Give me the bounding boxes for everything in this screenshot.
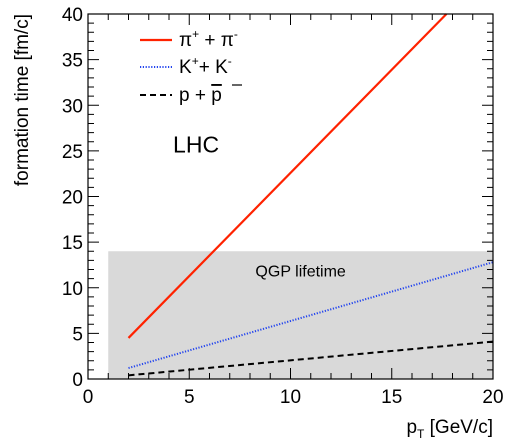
y-tick-label: 30 — [62, 96, 83, 117]
legend-label-0: π+ + π- — [179, 27, 238, 51]
x-tick-label: 5 — [184, 387, 195, 408]
legend-label-2: p + p — [179, 85, 222, 106]
qgp-band-layer — [108, 251, 493, 379]
x-tick-label: 15 — [381, 387, 402, 408]
y-tick-label: 25 — [62, 142, 83, 163]
series-line-0 — [127, 13, 448, 339]
y-tick-label: 40 — [62, 5, 83, 26]
y-axis-title: formation time [fm/c] — [12, 14, 33, 186]
y-tick-label: 35 — [62, 51, 83, 72]
y-tick-label: 15 — [62, 233, 83, 254]
x-axis-title: pT [GeV/c] — [406, 417, 493, 441]
y-tick-label: 20 — [62, 188, 83, 209]
qgp-lifetime-label: QGP lifetime — [255, 263, 346, 280]
chart-texts: QGP lifetime 0 5 10 15 20 0 5 10 15 20 25 30 35 40 pT [… — [12, 5, 504, 441]
x-tick-label: 10 — [280, 387, 301, 408]
annotation-lhc: LHC — [173, 132, 219, 158]
x-tick-label: 0 — [83, 387, 94, 408]
legend-label-1: K++ K- — [179, 54, 232, 78]
y-tick-label: 5 — [72, 324, 83, 345]
axis-ticks — [87, 13, 494, 380]
legend: π+ + π- K++ K-p + p — [140, 27, 242, 106]
qgp-lifetime-band — [108, 251, 493, 379]
x-tick-label: 20 — [482, 387, 503, 408]
y-tick-label: 0 — [72, 370, 83, 391]
y-tick-label: 10 — [62, 279, 83, 300]
